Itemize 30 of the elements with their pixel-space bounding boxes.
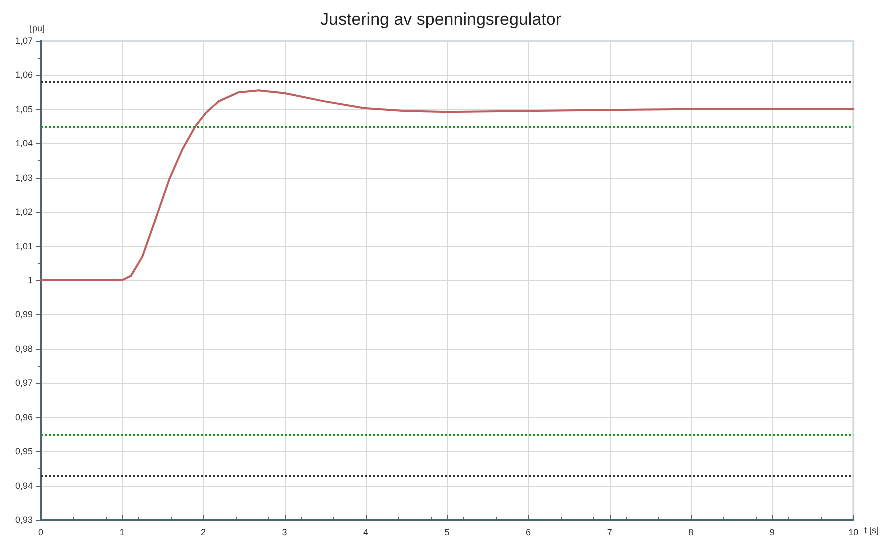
x-tick-label: 1 bbox=[120, 528, 125, 538]
x-tick-label: 2 bbox=[201, 528, 206, 538]
chart-title: Justering av spenningsregulator bbox=[320, 10, 562, 29]
y-tick-label: 1,04 bbox=[15, 138, 33, 149]
y-tick-label: 0,97 bbox=[15, 378, 33, 388]
x-tick-label: 3 bbox=[282, 528, 288, 538]
x-tick-label: 9 bbox=[770, 528, 775, 538]
y-tick-label: 0,98 bbox=[15, 344, 33, 354]
x-tick-label: 4 bbox=[364, 528, 369, 538]
y-tick-label: 1,06 bbox=[15, 70, 33, 80]
y-tick-label: 1 bbox=[28, 276, 33, 286]
x-axis-title: t [s] bbox=[864, 526, 880, 536]
y-tick-label: 0,96 bbox=[15, 412, 33, 422]
y-tick-label: 1,01 bbox=[15, 241, 33, 252]
x-tick-label: 7 bbox=[607, 528, 612, 538]
x-tick-label: 10 bbox=[848, 528, 859, 538]
y-tick-label: 1,07 bbox=[15, 36, 33, 46]
y-tick-label: 0,94 bbox=[15, 480, 33, 491]
y-axis-title: [pu] bbox=[30, 24, 45, 34]
line-series bbox=[40, 90, 855, 282]
y-tick-label: 0,99 bbox=[15, 310, 33, 320]
x-tick-label: 8 bbox=[688, 528, 694, 538]
y-tick-label: 1,05 bbox=[15, 104, 33, 114]
x-tick-label: 0 bbox=[38, 528, 44, 538]
y-tick-label: 1,03 bbox=[15, 172, 33, 183]
y-tick-label: 0,95 bbox=[15, 446, 33, 457]
y-tick-label: 1,02 bbox=[15, 207, 33, 218]
y-tick-label: 0,93 bbox=[15, 515, 33, 525]
x-tick-label: 5 bbox=[444, 528, 450, 538]
x-tick-label: 6 bbox=[526, 528, 532, 538]
